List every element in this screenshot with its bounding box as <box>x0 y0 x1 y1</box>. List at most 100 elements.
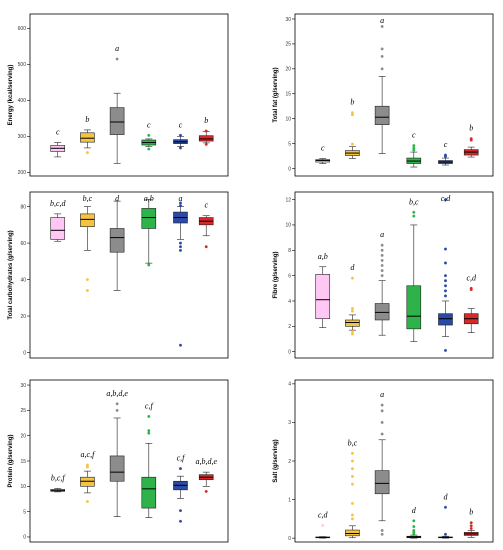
outlier-point <box>115 57 119 61</box>
outlier-point <box>444 198 447 202</box>
iqr-box <box>80 213 95 227</box>
outlier-point <box>179 241 182 245</box>
significance-letter: a,b,d,e <box>106 389 128 398</box>
outlier-point <box>469 137 473 141</box>
iqr-box <box>374 303 390 321</box>
y-tick-label: 0 <box>23 535 26 541</box>
iqr-box <box>141 476 157 509</box>
iqr-box <box>374 105 390 125</box>
outlier-point <box>350 474 354 478</box>
outlier-point <box>380 264 384 267</box>
box: c,f <box>141 401 157 519</box>
outlier-point <box>444 261 447 265</box>
outlier-point <box>179 248 182 252</box>
box-panel: 0 1 2 3 4 Salt (g/serving) c,d b,c a d d b <box>273 379 494 543</box>
significance-letter: a <box>380 390 384 399</box>
box: a <box>374 16 390 154</box>
y-tick-label: 20 <box>20 314 26 320</box>
box: b,c,f <box>50 473 67 493</box>
y-tick-label: 25 <box>285 42 291 48</box>
significance-letter: c <box>444 140 448 149</box>
outlier-point <box>380 403 384 407</box>
outlier-point <box>412 144 416 148</box>
outlier-point <box>380 25 384 28</box>
outlier-point <box>380 269 384 273</box>
outlier-point <box>350 517 354 521</box>
outlier-point <box>179 133 182 137</box>
outlier-point <box>204 489 208 493</box>
outlier-point <box>350 307 354 311</box>
box: c <box>141 120 157 151</box>
y-tick-label: 500 <box>18 62 27 68</box>
plot-frame <box>294 379 494 543</box>
box: d <box>438 492 453 539</box>
outlier-point <box>380 420 384 424</box>
significance-letter: c,d <box>318 510 329 519</box>
box: c <box>406 131 422 168</box>
significance-letter: c,f <box>177 454 187 463</box>
outlier-point <box>412 146 416 150</box>
box: c,d <box>438 194 453 352</box>
outlier-point <box>412 528 416 532</box>
y-tick-label: 0 <box>23 350 26 356</box>
box: b <box>198 116 214 146</box>
plot-frame <box>294 13 494 177</box>
iqr-box <box>345 319 360 327</box>
significance-letter: d <box>115 194 120 203</box>
significance-letter: a <box>380 16 384 25</box>
box: b <box>463 124 479 158</box>
outlier-point <box>147 415 151 418</box>
iqr-box <box>80 132 95 143</box>
significance-letter: c,d <box>441 194 452 203</box>
box: a,b <box>315 252 331 328</box>
iqr-box <box>141 208 157 229</box>
box: b,c,d <box>50 199 66 242</box>
iqr-box <box>109 455 125 482</box>
outlier-point <box>444 284 447 288</box>
outlier-point <box>469 524 473 528</box>
outlier-point <box>147 429 151 433</box>
y-tick-label: 40 <box>20 277 26 283</box>
y-axis-label: Salt (g/serving) <box>273 439 279 482</box>
iqr-box <box>374 470 390 495</box>
box: c,f <box>173 454 188 523</box>
outlier-point <box>380 258 384 262</box>
significance-letter: d <box>412 506 417 515</box>
outlier-point <box>350 332 354 336</box>
significance-letter: d <box>350 263 355 272</box>
iqr-box <box>315 274 331 320</box>
y-tick-label: 400 <box>18 98 27 104</box>
box-panel: 0 20 40 60 80 Total carbohydrates (g/serving)… <box>8 191 229 359</box>
outlier-point <box>444 279 447 283</box>
outlier-point <box>179 204 182 208</box>
box: a <box>374 390 390 536</box>
significance-letter: b <box>204 116 208 125</box>
iqr-box <box>80 476 95 487</box>
outlier-point <box>350 309 354 313</box>
significance-letter: b <box>85 115 89 124</box>
outlier-point <box>85 500 89 503</box>
box: c,d <box>463 273 479 333</box>
box: c <box>198 201 214 249</box>
outlier-point <box>444 294 447 298</box>
y-axis-label: Total fat (g/serving) <box>273 67 279 122</box>
y-tick-label: 4 <box>288 299 291 305</box>
y-axis-label: Energy (kcal/serving) <box>8 65 14 126</box>
outlier-point <box>350 467 354 471</box>
y-tick-label: 0 <box>288 166 291 172</box>
significance-letter: c <box>179 120 183 129</box>
outlier-point <box>380 432 384 436</box>
significance-letter: a <box>178 194 182 203</box>
outlier-point <box>380 253 384 257</box>
y-axis-label: Fibre (g/serving) <box>273 251 279 298</box>
box: b,c <box>80 194 95 292</box>
outlier-point <box>350 459 354 463</box>
outlier-point <box>350 142 354 146</box>
outlier-point <box>85 463 89 467</box>
outlier-point <box>179 509 182 513</box>
significance-letter: a,b <box>144 194 154 203</box>
outlier-point <box>412 525 416 529</box>
box: d <box>345 263 360 336</box>
significance-letter: b,c,f <box>51 473 67 482</box>
outlier-point <box>179 467 182 471</box>
